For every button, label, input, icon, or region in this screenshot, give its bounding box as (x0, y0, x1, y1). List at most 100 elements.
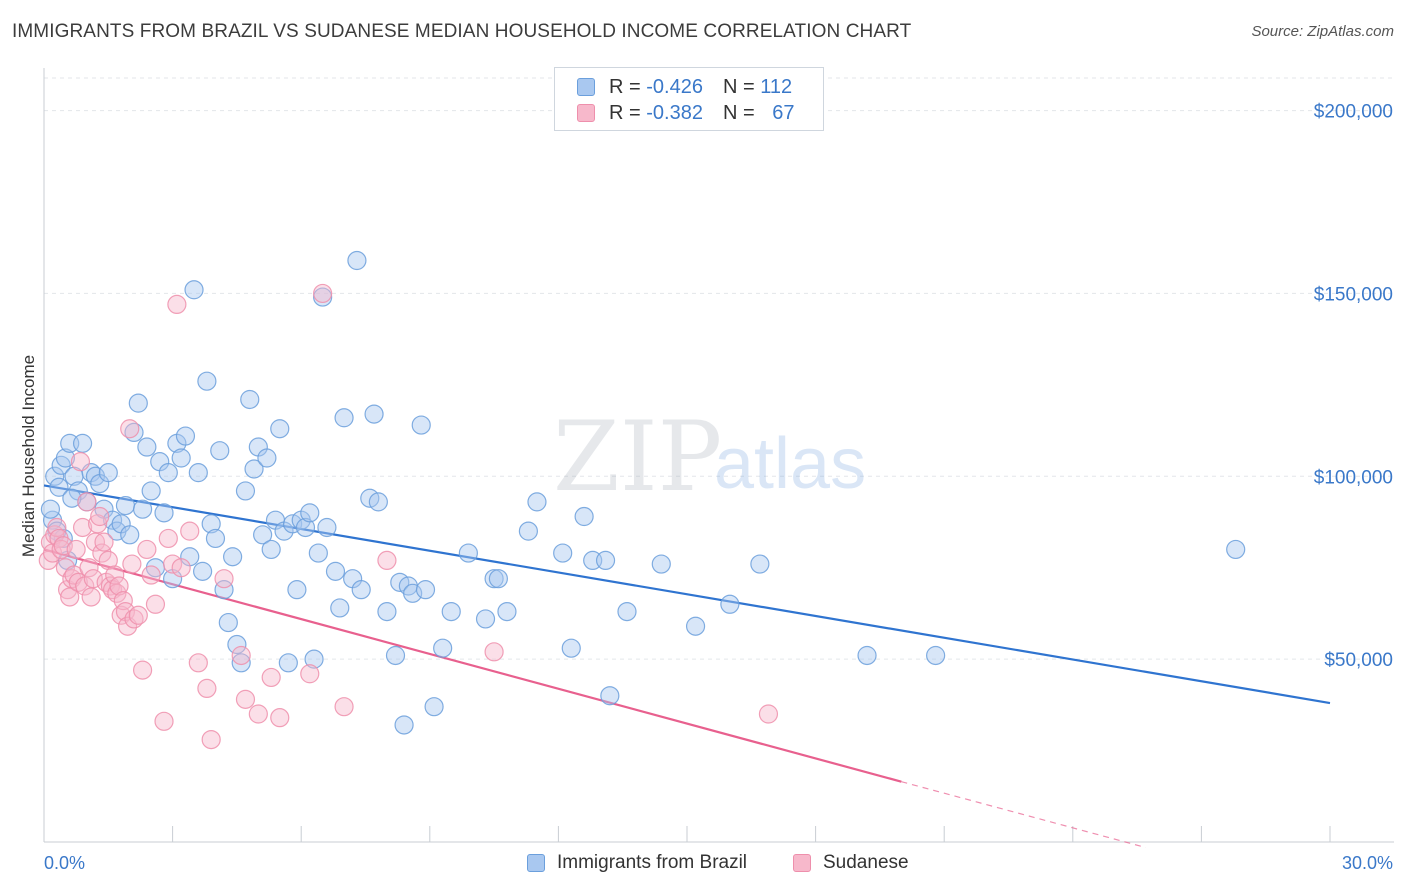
point-brazil (441, 601, 461, 622)
point-sudanese (132, 660, 153, 680)
point-brazil (527, 492, 547, 512)
point-brazil (561, 638, 581, 658)
y-tick-label: $200,000 (1314, 102, 1393, 123)
trend-line-sudanese (43, 548, 902, 783)
y-tick-labels: $50,000 $100,000 $150,000 $200,000 (1314, 102, 1393, 672)
point-brazil (253, 525, 273, 545)
y-tick-label: $50,000 (1324, 650, 1393, 671)
point-brazil (231, 653, 251, 673)
r-label: R = (609, 101, 641, 124)
point-brazil (304, 649, 324, 669)
point-sudanese (377, 550, 397, 571)
point-brazil (617, 601, 637, 622)
point-brazil (553, 543, 573, 563)
point-sudanese (300, 664, 320, 684)
point-brazil (1226, 539, 1246, 560)
point-sudanese (214, 569, 234, 589)
brazil-swatch (577, 78, 595, 96)
point-sudanese (758, 704, 779, 724)
point-sudanese (83, 569, 103, 589)
point-brazil (137, 437, 157, 457)
point-brazil (128, 393, 148, 413)
point-sudanese (231, 645, 251, 666)
n-value: 67 (772, 101, 795, 124)
point-sudanese (122, 554, 142, 574)
x-tick-label-min: 0.0% (44, 853, 85, 873)
point-sudanese (235, 689, 256, 709)
x-tick-label-max: 30.0% (1342, 853, 1393, 873)
point-sudanese (53, 536, 73, 556)
point-brazil (394, 715, 414, 735)
point-brazil (184, 280, 204, 300)
point-sudanese (66, 539, 86, 560)
point-brazil (433, 638, 453, 658)
r-label: R = (609, 75, 641, 98)
point-brazil (261, 539, 281, 560)
point-brazil (458, 543, 478, 563)
point-brazil (325, 561, 346, 581)
point-sudanese (248, 704, 268, 724)
source-label: Source: ZipAtlas.com (1251, 23, 1394, 40)
point-brazil (201, 514, 221, 534)
point-brazil (154, 503, 174, 523)
point-sudanese (90, 506, 110, 527)
point-brazil (574, 506, 594, 527)
point-brazil (411, 415, 431, 435)
point-brazil (334, 408, 354, 428)
point-brazil (175, 426, 196, 446)
point-brazil (158, 463, 178, 483)
point-sudanese (72, 517, 93, 538)
point-brazil (295, 517, 316, 538)
y-tick-label: $100,000 (1314, 467, 1393, 488)
chart-title: IMMIGRANTS FROM BRAZIL VS SUDANESE MEDIA… (12, 21, 912, 42)
r-value: -0.382 (646, 101, 703, 124)
point-brazil (193, 561, 213, 581)
watermark-zip: ZIP (553, 401, 722, 513)
point-sudanese (197, 678, 217, 699)
axes (43, 68, 1394, 843)
point-brazil (595, 550, 616, 571)
stats-legend: R = -0.426 N = 112 R = -0.382 N = 67 (554, 67, 824, 131)
point-brazil (651, 554, 671, 574)
point-sudanese (201, 729, 221, 750)
point-sudanese (154, 711, 174, 731)
sudanese-legend-swatch (793, 854, 811, 872)
point-brazil (424, 697, 444, 717)
point-brazil (98, 463, 118, 483)
point-brazil (270, 419, 290, 439)
point-sudanese (128, 605, 148, 625)
point-brazil (235, 481, 256, 501)
point-sudanese (158, 528, 178, 549)
point-brazil (62, 488, 82, 508)
point-brazil (364, 404, 384, 424)
point-brazil (244, 459, 264, 479)
y-axis-title: Median Household Income (19, 355, 38, 557)
point-brazil (45, 466, 65, 486)
point-brazil (223, 547, 243, 567)
point-brazil (227, 634, 247, 655)
point-brazil (205, 528, 226, 549)
legend-item-brazil: Immigrants from Brazil (527, 852, 747, 874)
point-brazil (377, 601, 397, 622)
gridlines (44, 77, 1394, 660)
point-brazil (351, 580, 371, 600)
point-brazil (317, 517, 337, 538)
point-brazil (685, 616, 706, 636)
point-brazil (403, 583, 423, 603)
point-brazil (257, 448, 277, 468)
point-sudanese (188, 653, 208, 673)
legend-label-sudanese: Sudanese (823, 852, 909, 873)
point-brazil (240, 389, 260, 410)
point-brazil (308, 543, 328, 563)
legend-label-brazil: Immigrants from Brazil (557, 852, 748, 873)
legend-item-sudanese: Sudanese (793, 852, 909, 874)
watermark: ZIP atlas (553, 401, 866, 513)
point-brazil (188, 463, 208, 483)
point-brazil (600, 686, 620, 706)
point-sudanese (145, 594, 166, 614)
point-sudanese (79, 558, 99, 578)
stats-row-sudanese: R = -0.382 N = 67 (577, 101, 794, 125)
point-brazil (278, 653, 298, 673)
point-brazil (132, 499, 153, 519)
